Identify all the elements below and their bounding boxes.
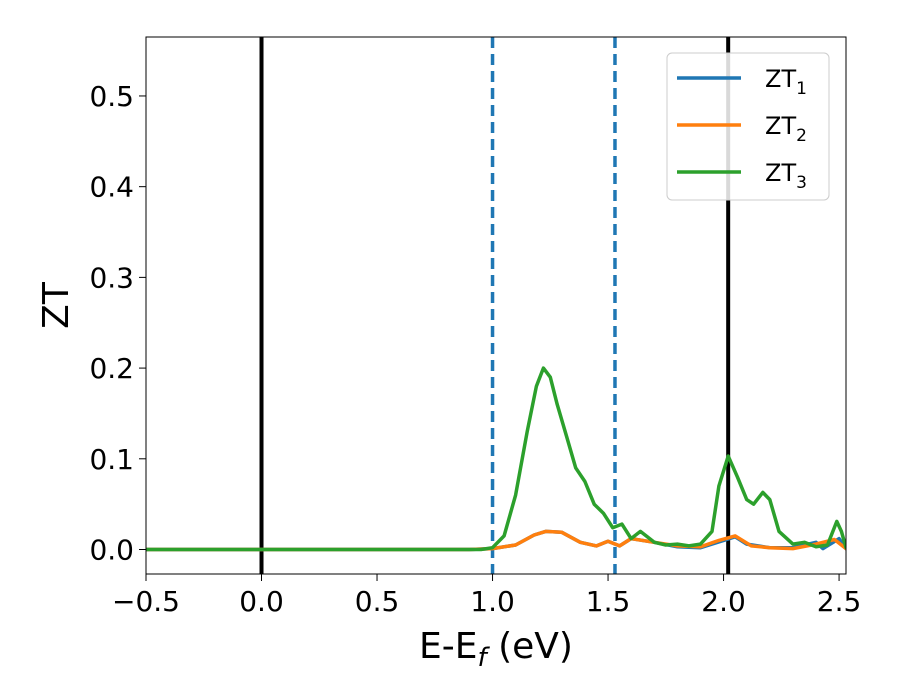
x-axis-title-space	[487, 626, 498, 667]
legend-label-1: ZT1	[765, 65, 807, 99]
x-axis-title: E-Ef (eV)	[419, 626, 573, 673]
legend-label-2: ZT2	[765, 112, 807, 146]
x-tick-label: 1.5	[586, 585, 631, 618]
series-lines	[146, 366, 846, 552]
y-axis-title: ZT	[36, 281, 77, 329]
y-tick-label: 0.4	[89, 171, 134, 204]
y-tick-label: 0.2	[89, 352, 134, 385]
x-axis-title-unit: (eV)	[498, 626, 573, 667]
x-tick-label: 2.0	[701, 585, 746, 618]
series-line-2	[146, 529, 846, 552]
x-tick-label: 0.5	[355, 585, 400, 618]
x-tick-label: 2.5	[817, 585, 862, 618]
x-axis-title-main: E-E	[419, 626, 477, 667]
y-axis-ticks: 0.0 0.1 0.2 0.3 0.4 0.5	[89, 80, 146, 567]
y-tick-label: 0.0	[89, 534, 134, 567]
series-line-3	[146, 366, 846, 552]
x-tick-label: 0.0	[239, 585, 284, 618]
y-tick-label: 0.1	[89, 443, 134, 476]
y-tick-label: 0.3	[89, 261, 134, 294]
x-tick-label: 1.0	[470, 585, 515, 618]
x-tick-label: −0.5	[112, 585, 180, 618]
y-tick-label: 0.5	[89, 80, 134, 113]
legend-label-3: ZT3	[765, 159, 807, 193]
legend: ZT1 ZT2 ZT3	[666, 52, 830, 201]
x-axis-ticks: −0.5 0.0 0.5 1.0 1.5 2.0 2.5	[112, 574, 861, 618]
legend-box	[666, 52, 830, 201]
reference-lines	[259, 37, 731, 574]
plot-frame	[145, 36, 847, 575]
